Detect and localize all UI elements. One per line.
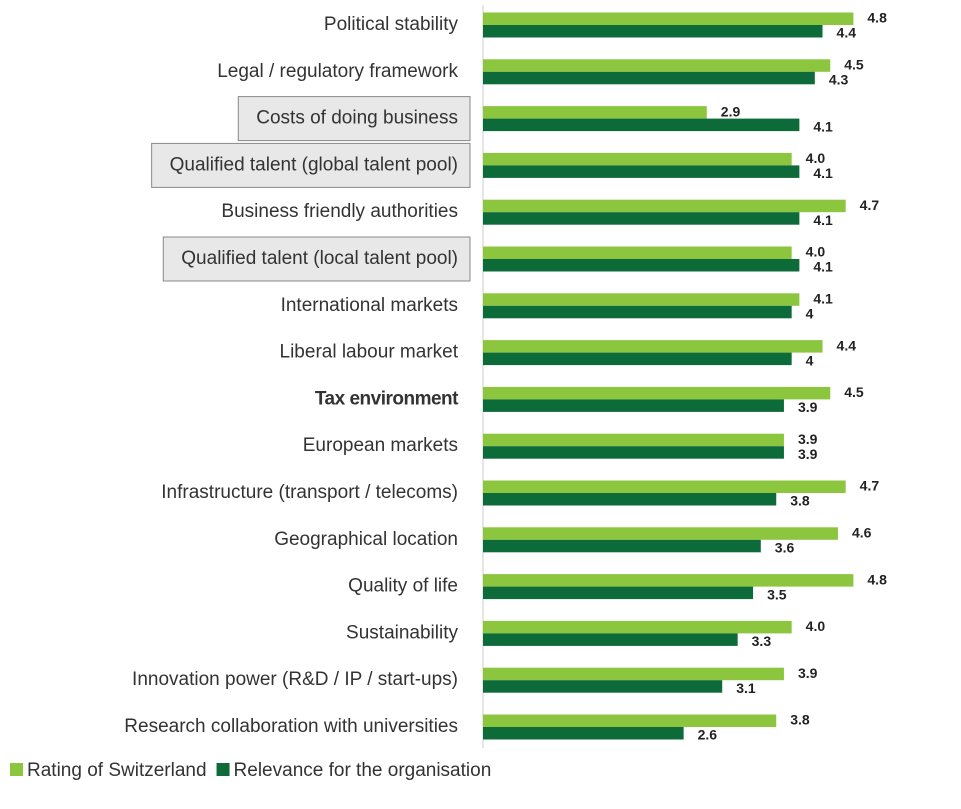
bar (483, 305, 792, 319)
category-label: Quality of life (348, 576, 458, 597)
bar (483, 118, 800, 132)
category-label: Political stability (324, 14, 459, 35)
legend-swatch (216, 763, 230, 776)
value-label: 3.8 (790, 712, 810, 728)
value-label: 4.5 (844, 57, 864, 73)
value-label: 4.1 (813, 165, 833, 181)
value-label: 4.4 (837, 25, 857, 41)
value-label: 3.9 (798, 446, 818, 462)
category-label: International markets (281, 295, 458, 316)
legend-label: Relevance for the organisation (234, 760, 492, 781)
highlight-layer (151, 96, 471, 282)
bar (483, 574, 854, 587)
value-label: 4.6 (852, 525, 872, 541)
value-label: 4.0 (806, 618, 826, 634)
category-label: Qualified talent (local talent pool) (181, 248, 458, 269)
value-label: 3.3 (752, 633, 772, 649)
category-label: Research collaboration with universities (124, 716, 458, 737)
value-label: 3.6 (775, 540, 795, 556)
value-label: 4 (806, 352, 814, 368)
bar (483, 340, 823, 353)
bar (483, 199, 846, 213)
bar (483, 59, 831, 72)
legend-swatch (10, 763, 23, 776)
bar (483, 727, 684, 740)
bar (483, 527, 838, 540)
bar (483, 399, 784, 412)
value-label: 2.6 (698, 727, 718, 743)
category-label: Qualified talent (global talent pool) (170, 154, 458, 175)
bar (483, 586, 754, 600)
bar (483, 25, 823, 38)
bar (483, 246, 792, 259)
bar (483, 714, 777, 727)
category-label: Liberal labour market (280, 342, 459, 363)
value-label: 4.3 (829, 72, 849, 88)
bar (483, 539, 761, 553)
category-label: Legal / regulatory framework (217, 61, 458, 82)
bar (483, 259, 800, 272)
bar (483, 667, 784, 681)
value-label: 4.1 (813, 118, 833, 134)
value-label: 4.8 (867, 10, 887, 26)
category-label: Costs of doing business (256, 108, 458, 129)
bar (483, 386, 831, 400)
value-label: 3.8 (790, 493, 810, 509)
value-label: 4.8 (867, 571, 887, 587)
category-label: Sustainability (346, 622, 458, 643)
bar (483, 71, 815, 85)
bar (483, 633, 738, 646)
bar (483, 620, 792, 634)
value-label: 4.0 (806, 244, 826, 260)
value-label: 4 (806, 306, 814, 322)
value-label: 2.9 (721, 103, 741, 119)
bar (483, 293, 800, 306)
value-label: 3.9 (798, 431, 818, 447)
value-label: 4.1 (813, 259, 833, 275)
value-label: 4.1 (813, 212, 833, 228)
category-label: Innovation power (R&D / IP / start-ups) (132, 669, 458, 690)
highlight-box (162, 236, 471, 282)
value-label: 4.5 (844, 384, 864, 400)
value-label: 4.1 (813, 291, 833, 307)
category-label: European markets (303, 435, 458, 456)
bar (483, 680, 723, 693)
category-label: Business friendly authorities (221, 201, 458, 222)
bar (483, 493, 777, 506)
value-label: 4.7 (860, 197, 880, 213)
value-label: 3.9 (798, 665, 818, 681)
highlight-box (237, 96, 471, 142)
bar (483, 480, 846, 493)
value-label: 4.7 (860, 478, 880, 494)
bar (483, 352, 792, 366)
value-label: 3.1 (736, 680, 756, 696)
bar (483, 165, 800, 178)
bar (483, 106, 707, 119)
bar (483, 152, 792, 166)
category-label: Geographical location (274, 529, 458, 550)
value-label: 4.0 (806, 150, 826, 166)
category-label: Tax environment (315, 388, 459, 409)
category-label: Infrastructure (transport / telecoms) (161, 482, 458, 503)
value-label: 4.4 (837, 337, 857, 353)
highlight-box (151, 142, 471, 188)
legend-label: Rating of Switzerland (27, 760, 207, 781)
bar (483, 446, 784, 459)
value-label: 3.5 (767, 586, 787, 602)
bar (483, 212, 800, 225)
bar (483, 433, 784, 447)
value-label: 3.9 (798, 399, 818, 415)
bar (483, 12, 854, 25)
